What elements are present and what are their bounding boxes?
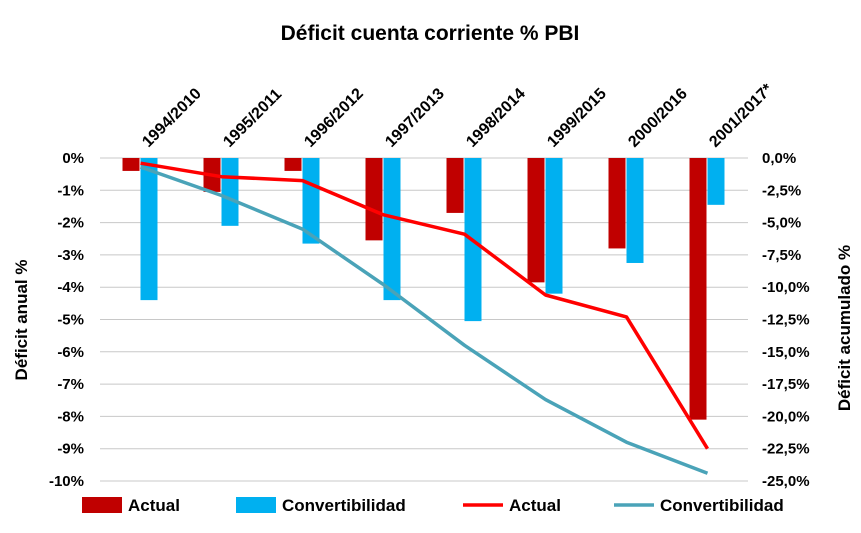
legend-actual-line-label: Actual: [509, 496, 561, 515]
category-label: 1994/2010: [139, 85, 205, 151]
bar-actual: [527, 158, 545, 283]
right-tick-label: -5,0%: [762, 215, 801, 232]
left-tick-label: 0%: [62, 150, 84, 167]
bar-actual: [122, 158, 140, 171]
legend-actual-bar-label: Actual: [128, 496, 180, 515]
category-label: 1997/2013: [382, 85, 448, 151]
left-tick-label: -5%: [57, 312, 84, 329]
bar-convertibilidad: [707, 158, 725, 205]
bar-convertibilidad: [383, 158, 401, 301]
legend-convertibilidad-bar-label: Convertibilidad: [282, 496, 406, 515]
right-axis-title: Déficit acumulado %: [835, 245, 854, 411]
left-tick-label: -9%: [57, 441, 84, 458]
category-label: 2001/2017*: [706, 80, 776, 150]
category-label: 1996/2012: [301, 85, 367, 151]
right-tick-label: -2,5%: [762, 182, 801, 199]
lines: [139, 161, 709, 475]
left-tick-label: -2%: [57, 215, 84, 232]
category-label: 1995/2011: [220, 86, 285, 151]
left-axis-ticks: 0% -1% -2% -3% -4% -5% -6% -7% -8% -9% -10%: [49, 150, 84, 490]
legend-actual-bar-swatch: [82, 497, 122, 513]
category-label: 1999/2015: [544, 85, 610, 151]
gridlines: [100, 157, 748, 482]
left-tick-label: -7%: [57, 376, 84, 393]
bar-convertibilidad: [221, 158, 239, 226]
chart-title: Déficit cuenta corriente % PBI: [281, 22, 580, 45]
right-tick-label: -17,5%: [762, 376, 810, 393]
right-tick-label: -10,0%: [762, 279, 810, 296]
left-tick-label: -3%: [57, 247, 84, 264]
right-tick-label: -12,5%: [762, 312, 810, 329]
bar-actual: [689, 158, 707, 420]
bars: [122, 158, 725, 420]
line-actual: [140, 161, 709, 450]
left-tick-label: -8%: [57, 408, 84, 425]
left-tick-label: -6%: [57, 344, 84, 361]
bar-convertibilidad: [545, 158, 563, 294]
category-labels: 1994/2010 1995/2011 1996/2012 1997/2013 1998…: [139, 80, 776, 150]
bar-convertibilidad: [626, 158, 644, 263]
bar-actual: [446, 158, 464, 213]
right-tick-label: 0,0%: [762, 150, 796, 167]
category-label: 2000/2016: [625, 85, 691, 151]
left-axis-title: Déficit anual %: [12, 260, 31, 381]
right-tick-label: -15,0%: [762, 344, 810, 361]
line-convertibilidad: [139, 165, 709, 475]
bar-actual: [284, 158, 302, 171]
legend: Actual Convertibilidad Actual Convertibilid…: [82, 496, 784, 515]
legend-convertibilidad-line-label: Convertibilidad: [660, 496, 784, 515]
bar-actual: [608, 158, 626, 249]
left-tick-label: -1%: [57, 182, 84, 199]
right-tick-label: -7,5%: [762, 247, 801, 264]
right-tick-label: -22,5%: [762, 441, 810, 458]
bar-convertibilidad: [140, 158, 158, 301]
category-label: 1998/2014: [463, 85, 529, 151]
right-tick-label: -25,0%: [762, 473, 810, 490]
legend-convertibilidad-bar-swatch: [236, 497, 276, 513]
left-tick-label: -10%: [49, 473, 84, 490]
right-tick-label: -20,0%: [762, 408, 810, 425]
bar-actual: [365, 158, 383, 241]
bar-convertibilidad: [302, 158, 320, 244]
right-axis-ticks: 0,0% -2,5% -5,0% -7,5% -10,0% -12,5% -15,0% -17…: [762, 150, 810, 490]
left-tick-label: -4%: [57, 279, 84, 296]
